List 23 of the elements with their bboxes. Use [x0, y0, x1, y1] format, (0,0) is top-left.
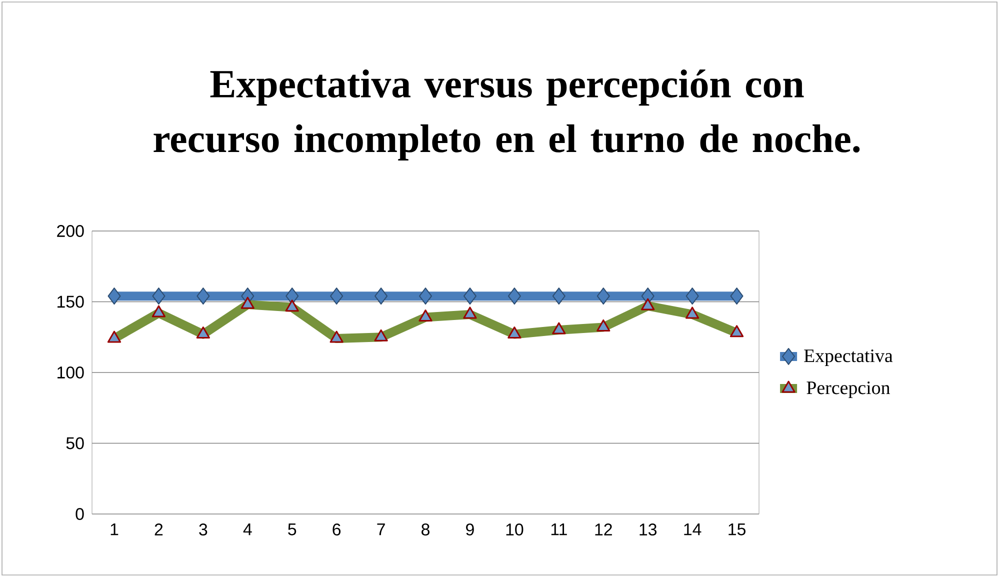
- y-tick-label: 0: [76, 508, 84, 520]
- x-tick-label: 10: [506, 524, 524, 536]
- legend-label: Percepcion: [806, 381, 890, 398]
- x-tick-label: 1: [110, 524, 118, 536]
- y-tick-label: 50: [66, 437, 84, 450]
- x-tick-label: 3: [199, 524, 208, 536]
- x-tick-label: 15: [728, 524, 746, 536]
- x-tick-label: 7: [377, 524, 385, 536]
- x-tick-label: 4: [243, 524, 252, 536]
- x-tick-label: 6: [332, 524, 341, 536]
- y-tick-label: 100: [58, 366, 84, 378]
- x-tick-label: 12: [595, 524, 612, 536]
- x-tick-label: 5: [288, 524, 296, 536]
- y-tick-label: 150: [58, 296, 84, 308]
- x-tick-label: 8: [422, 524, 430, 536]
- x-tick-label: 2: [154, 524, 163, 536]
- chart-title: Expectativa versus percepción con recurso incompleto en el turno de noche.: [154, 70, 860, 160]
- x-tick-label: 14: [684, 524, 702, 536]
- y-tick-label: 200: [57, 224, 84, 237]
- x-tick-label: 11: [551, 524, 567, 536]
- legend-label: Expectativa: [804, 349, 893, 366]
- x-tick-label: 13: [640, 524, 657, 536]
- x-tick-label: 9: [466, 524, 474, 536]
